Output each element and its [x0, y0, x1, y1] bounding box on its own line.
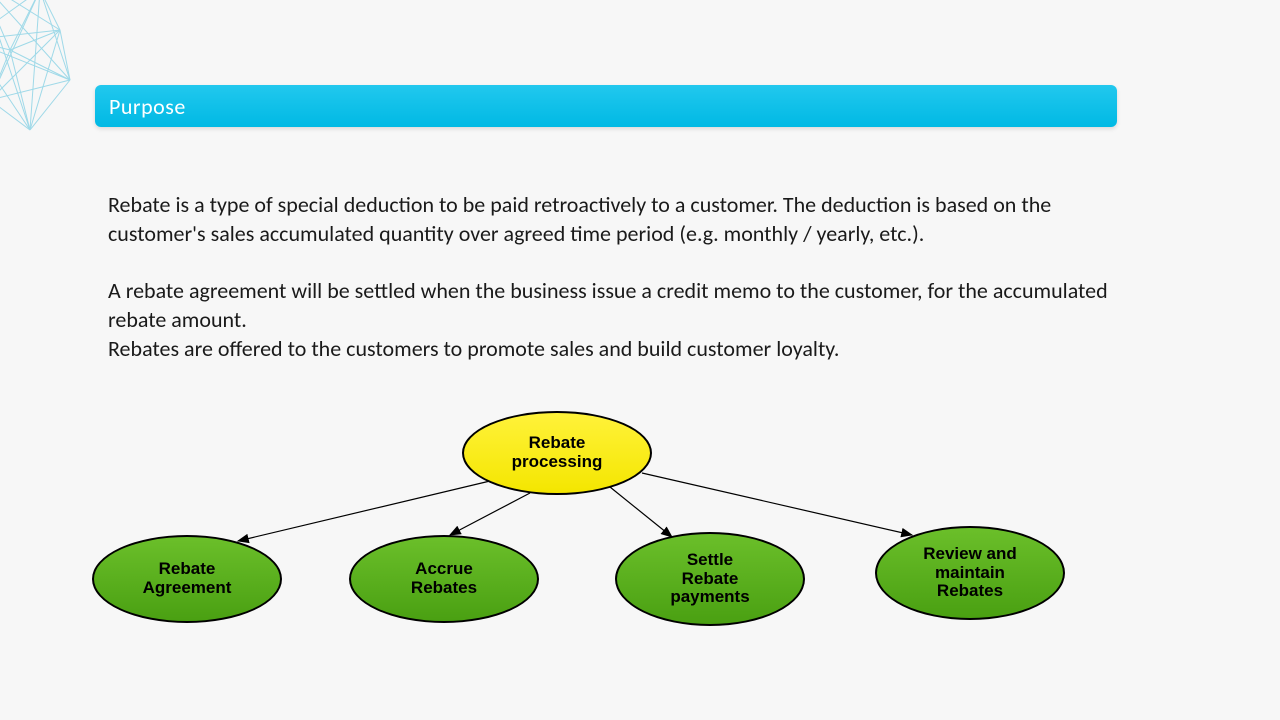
diagram-node-root: Rebateprocessing: [462, 411, 652, 495]
diagram-node-n1: RebateAgreement: [92, 535, 282, 623]
diagram-node-n2: AccrueRebates: [349, 535, 539, 623]
header-bar: Purpose: [95, 85, 1117, 127]
diagram-node-n4: Review andmaintainRebates: [875, 526, 1065, 620]
header-title: Purpose: [109, 93, 186, 120]
rebate-process-diagram: Rebateprocessing RebateAgreement AccrueReb…: [90, 395, 1090, 655]
paragraph-2: A rebate agreement will be settled when …: [108, 276, 1108, 363]
corner-decoration: [0, 0, 90, 140]
diagram-node-n3: SettleRebatepayments: [615, 532, 805, 626]
paragraph-1: Rebate is a type of special deduction to…: [108, 190, 1108, 248]
